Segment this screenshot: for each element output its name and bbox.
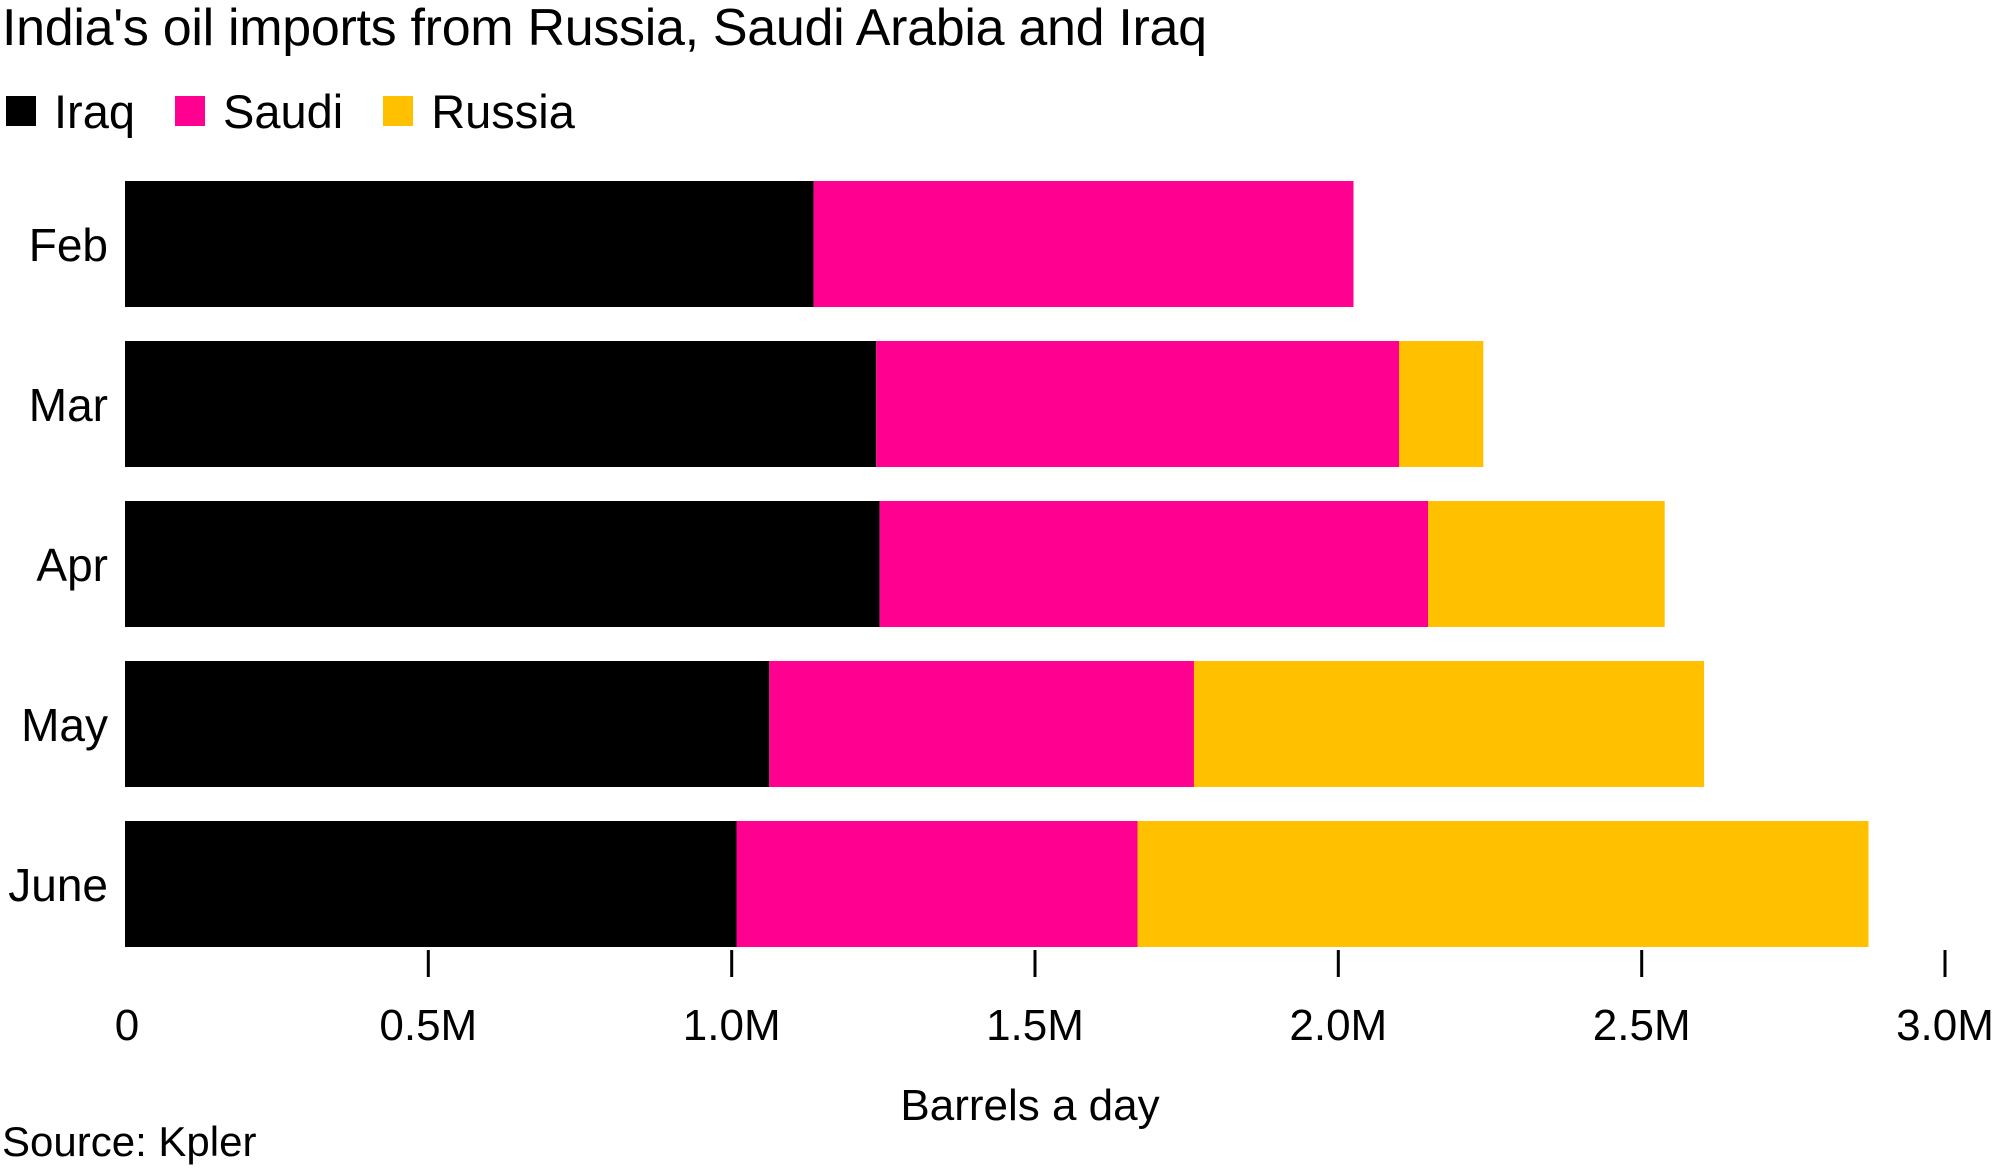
legend: Iraq Saudi Russia <box>6 84 615 138</box>
legend-swatch <box>383 96 414 126</box>
bar-saudi-feb <box>813 181 1354 307</box>
legend-item-saudi: Saudi <box>175 84 343 139</box>
x-tick-label: 2.0M <box>1289 1001 1387 1050</box>
bar-saudi-apr <box>879 501 1429 627</box>
x-tick-label: 1.0M <box>683 1001 781 1050</box>
legend-item-iraq: Iraq <box>6 84 135 139</box>
legend-label: Saudi <box>223 84 344 138</box>
legend-item-russia: Russia <box>383 84 575 139</box>
category-label-feb: Feb <box>29 219 108 271</box>
bar-iraq-may <box>125 661 770 787</box>
legend-label: Iraq <box>54 84 135 138</box>
bar-saudi-june <box>736 821 1138 947</box>
bar-iraq-june <box>125 821 737 947</box>
chart-title: India's oil imports from Russia, Saudi A… <box>2 0 1207 57</box>
bar-saudi-may <box>769 661 1194 787</box>
bar-iraq-apr <box>125 501 880 627</box>
x-axis-label: Barrels a day <box>900 1081 1159 1130</box>
category-label-apr: Apr <box>36 539 108 591</box>
category-label-mar: Mar <box>29 379 108 431</box>
bar-russia-mar <box>1399 341 1484 467</box>
category-label-may: May <box>21 699 108 751</box>
legend-label: Russia <box>431 84 575 138</box>
category-label-june: June <box>8 859 108 911</box>
bar-iraq-mar <box>125 341 877 467</box>
bar-russia-june <box>1137 821 1869 947</box>
x-tick-label: 0.5M <box>379 1001 477 1050</box>
x-tick-label: 3.0M <box>1896 1001 1994 1050</box>
bar-saudi-mar <box>876 341 1399 467</box>
source-note: Source: Kpler <box>2 1118 257 1165</box>
x-tick-label: 0 <box>115 1001 139 1050</box>
legend-swatch <box>175 96 205 126</box>
bar-iraq-feb <box>125 181 814 307</box>
x-tick-label: 2.5M <box>1593 1001 1691 1050</box>
x-tick-label: 1.5M <box>986 1001 1084 1050</box>
legend-swatch <box>6 96 36 126</box>
bar-russia-apr <box>1428 501 1665 627</box>
bar-russia-may <box>1193 661 1705 787</box>
